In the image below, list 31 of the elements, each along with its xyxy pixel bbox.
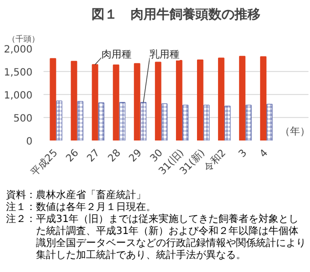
- x-tick-label: 26: [64, 148, 82, 164]
- bar: [260, 56, 266, 140]
- y-tick-label: 1,000: [4, 90, 33, 102]
- bar: [134, 63, 140, 140]
- x-tick-label: 27: [85, 148, 102, 164]
- text: 乳用種: [150, 48, 180, 60]
- series-label: 肉用種: [101, 49, 132, 60]
- bar: [154, 62, 162, 140]
- bar: [239, 56, 246, 140]
- bar: [50, 58, 56, 140]
- x-axis-title: （年）: [280, 126, 310, 138]
- bar: [197, 60, 204, 140]
- bar: [70, 60, 78, 140]
- chart-title: 図１ 肉用牛飼養頭数の推移: [92, 6, 260, 22]
- y-tick-label: 2,000: [4, 44, 33, 56]
- text: 資料：農林水産省「畜産統計」: [6, 190, 147, 202]
- y-tick-label: 1,500: [4, 68, 33, 78]
- bar: [92, 64, 98, 140]
- x-tick-label: 29: [127, 148, 144, 164]
- x-tick-label: 平成25: [28, 146, 60, 179]
- bar: [176, 60, 182, 140]
- bar: [218, 58, 224, 140]
- y-tick-label: 500: [13, 114, 33, 124]
- text: 注２：平成31年（旧）までは従来実施してきた飼養者を対象とした統計調査、平成31年（新）および令和２年以降は牛個体識別全国データベースなどの行政記録情報や関係統計により集計した加工統計であり、統計手法が異なる。: [6, 214, 306, 262]
- text: 注１：数値は各年２月１日現在。: [6, 202, 157, 214]
- y-tick-label: 0: [26, 136, 33, 148]
- x-tick-label: 4: [258, 148, 270, 160]
- x-tick-label: 28: [106, 148, 124, 164]
- x-tick-label: 3: [237, 148, 250, 160]
- y-axis-title: （千頭）: [8, 34, 40, 44]
- bar: [112, 64, 120, 140]
